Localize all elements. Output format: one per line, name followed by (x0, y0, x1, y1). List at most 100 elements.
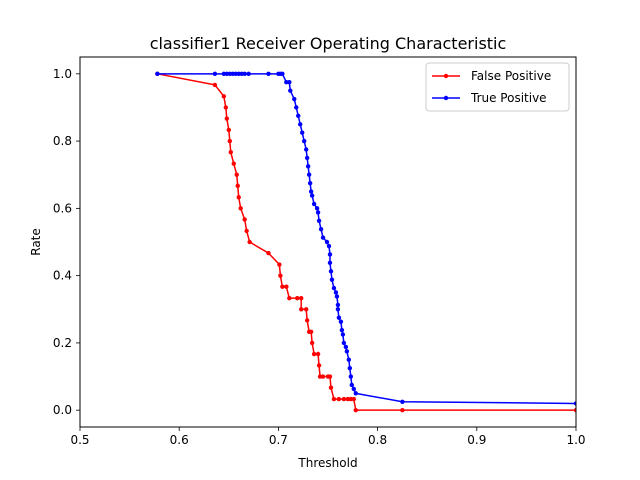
true-positive-point (347, 365, 353, 371)
true-positive-point (349, 382, 355, 388)
false-positive-point (280, 284, 285, 289)
false-positive-point (295, 295, 300, 301)
legend-true-positive-label: True Positive (470, 91, 547, 105)
false-positive-point (299, 307, 304, 312)
false-positive-point (247, 239, 252, 245)
false-positive-point (573, 407, 576, 413)
false-positive-point (336, 396, 342, 402)
false-positive-point (277, 262, 282, 267)
false-positive-point (308, 329, 314, 335)
true-positive-point (314, 206, 320, 211)
true-positive-point (328, 269, 334, 274)
false-positive-point (238, 206, 243, 211)
true-positive-point (336, 315, 342, 320)
false-positive-point (320, 374, 326, 379)
y-tick-label: 0.8 (53, 134, 72, 148)
false-positive-point (226, 127, 231, 133)
y-tick-label: 0.6 (53, 201, 72, 215)
true-positive-point (242, 71, 247, 77)
true-positive-point (311, 201, 317, 207)
true-positive-point (340, 332, 346, 337)
false-positive-point (278, 273, 283, 278)
false-positive-point (284, 284, 289, 289)
false-positive-point (223, 105, 229, 110)
legend: False Positive True Positive (425, 62, 570, 112)
legend-false-positive-label: False Positive (471, 69, 551, 83)
false-positive-point (299, 295, 304, 301)
true-positive-point (280, 71, 285, 77)
false-positive-point (315, 351, 321, 357)
true-positive-point (333, 290, 339, 295)
true-positive-point (246, 71, 251, 77)
plot-frame (79, 56, 577, 428)
x-tick-label: 1.0 (566, 433, 585, 447)
false-positive-point (328, 385, 334, 390)
false-positive-point (242, 217, 247, 222)
false-positive-point (351, 396, 356, 402)
series-layer (155, 71, 576, 413)
false-positive-point (304, 318, 310, 323)
y-tick-label: 0.0 (53, 403, 72, 417)
true-positive-point (353, 391, 358, 396)
true-positive-point (324, 239, 330, 245)
false-positive-point (212, 82, 218, 88)
false-positive-point (244, 228, 249, 234)
false-positive-point (228, 149, 233, 155)
y-tick-label: 0.4 (53, 269, 72, 283)
true-positive-point (303, 147, 309, 152)
true-positive-point (306, 172, 312, 177)
true-positive-point (266, 71, 271, 77)
true-positive-point (338, 319, 344, 324)
true-positive-point (327, 260, 333, 266)
true-positive-point (335, 302, 341, 308)
true-positive-point (315, 210, 321, 215)
x-tick-label: 0.5 (70, 433, 89, 447)
true-positive-point (294, 105, 299, 110)
false-positive-point (234, 172, 239, 177)
false-positive-point (231, 161, 236, 166)
y-axis-label: Rate (29, 228, 43, 256)
true-positive-point (400, 399, 405, 404)
x-tick-label: 0.9 (467, 433, 486, 447)
true-positive-point (301, 138, 307, 144)
true-positive-point (329, 277, 335, 282)
y-axis: 0.0 0.2 0.4 0.6 0.8 1.0 (53, 67, 80, 417)
x-axis-label: Threshold (297, 456, 357, 470)
true-positive-point (309, 193, 315, 198)
true-positive-point (318, 227, 324, 232)
false-positive-point (236, 195, 241, 200)
x-tick-label: 0.7 (269, 433, 288, 447)
true-positive-point (304, 155, 310, 161)
false-positive-point (235, 183, 240, 189)
true-positive-point (307, 180, 313, 186)
true-positive-point (305, 164, 311, 169)
false-positive-point (327, 374, 333, 379)
true-positive-point (292, 96, 297, 102)
x-axis: 0.5 0.6 0.7 0.8 0.9 1.0 (70, 427, 586, 447)
true-positive-point (331, 285, 337, 291)
true-positive-point (344, 349, 350, 354)
y-tick-label: 1.0 (53, 67, 72, 81)
true-positive-point (341, 340, 347, 346)
true-positive-point (346, 357, 352, 362)
false-positive-point (224, 116, 230, 121)
false-positive-point (287, 295, 292, 301)
true-positive-point (339, 327, 345, 333)
true-positive-point (573, 401, 576, 406)
legend-frame (425, 62, 570, 112)
x-tick-label: 0.8 (368, 433, 387, 447)
false-positive-point (316, 363, 322, 368)
plot-area (79, 56, 577, 428)
false-positive-point (353, 407, 358, 413)
false-positive-point (341, 396, 347, 402)
true-positive-point (300, 130, 305, 135)
legend-false-positive-marker (443, 73, 449, 79)
true-positive-point (320, 235, 326, 240)
true-positive-point (155, 71, 160, 77)
false-positive-point (331, 396, 337, 402)
false-positive-point (303, 307, 309, 312)
true-positive-point (308, 189, 314, 194)
true-positive-point (351, 386, 356, 392)
true-positive-point (343, 344, 349, 350)
x-tick-label: 0.6 (170, 433, 189, 447)
